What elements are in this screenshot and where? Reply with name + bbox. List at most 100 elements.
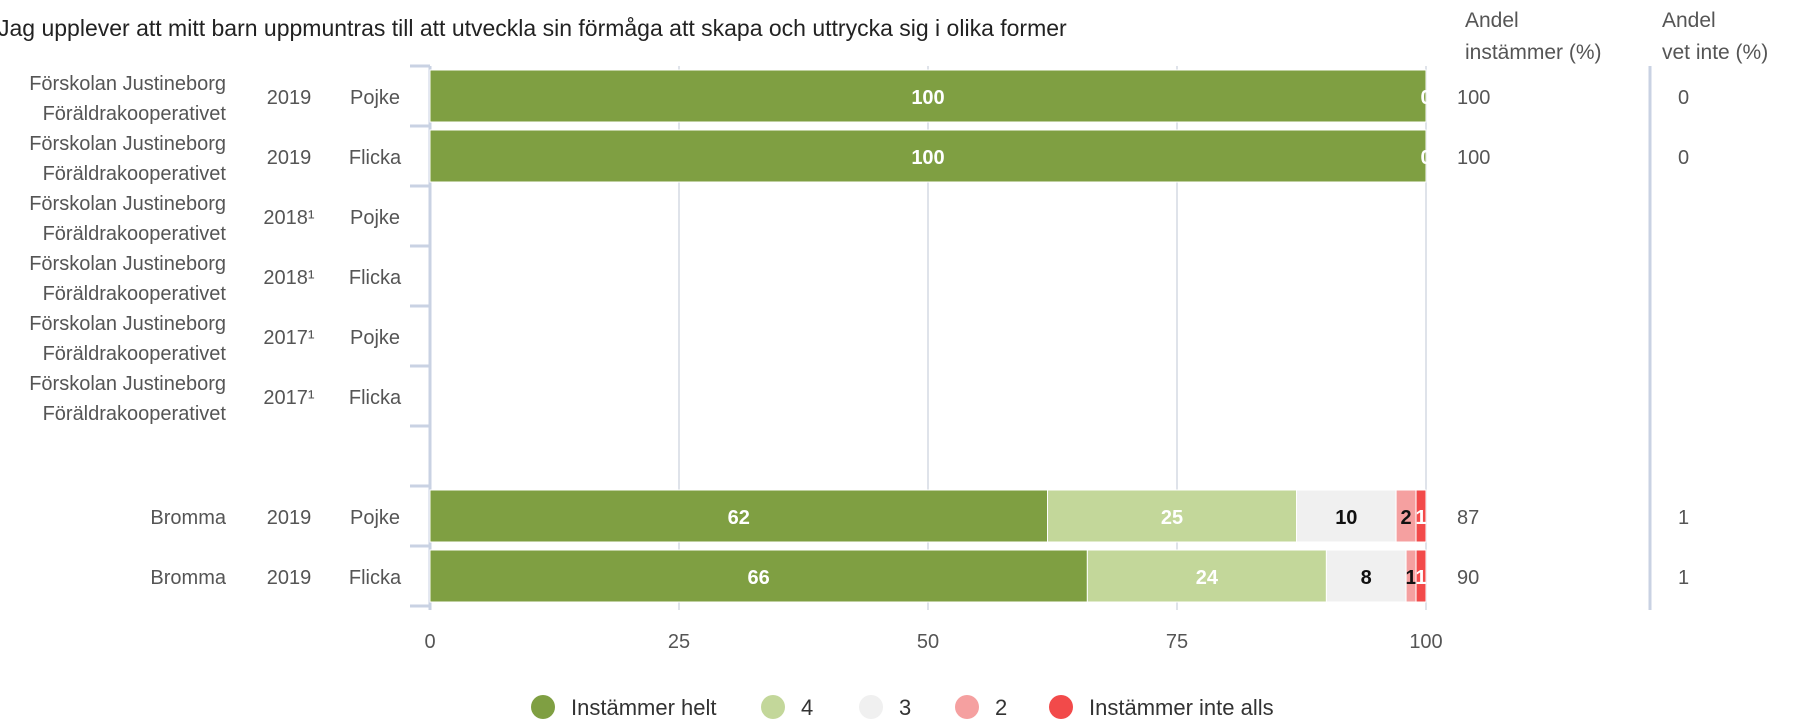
- bar-segment: [1296, 489, 1397, 543]
- legend-marker: [955, 695, 979, 719]
- legend-marker: [761, 695, 785, 719]
- legend-label: 4: [801, 695, 813, 719]
- row-year-label: 2017¹: [263, 327, 314, 349]
- andel-instammer-value: 87: [1457, 507, 1479, 529]
- column-headers: Andel instämmer (%) Andel vet inte (%): [1465, 9, 1768, 64]
- row-unit-label: Förskolan Justineborg: [29, 73, 226, 95]
- header-vet-inte-line1: Andel: [1662, 9, 1716, 32]
- legend: Instämmer helt 4 3 2 Instämmer inte alls: [531, 695, 1274, 719]
- row-unit-sublabel: Föräldrakooperativet: [43, 283, 227, 305]
- bar-value-label: 2: [1401, 507, 1412, 529]
- chart-row: Förskolan Justineborg Föräldrakooperative…: [29, 313, 400, 365]
- x-tick-label: 100: [1409, 631, 1442, 653]
- bar-segment: [429, 489, 1049, 543]
- bar-value-label: 0: [1420, 87, 1431, 109]
- header-instammer-line1: Andel: [1465, 9, 1519, 32]
- legend-label: Instämmer inte alls: [1089, 695, 1274, 719]
- row-unit-label: Förskolan Justineborg: [29, 133, 226, 155]
- bar-value-label: 24: [1196, 567, 1219, 589]
- legend-marker: [531, 695, 555, 719]
- row-unit-label: Förskolan Justineborg: [29, 253, 226, 275]
- bar-value-label: 100: [911, 147, 944, 169]
- row-year-label: 2019: [267, 147, 312, 169]
- legend-item: Instämmer inte alls: [1049, 695, 1274, 719]
- bar-value-label: 8: [1361, 567, 1372, 589]
- row-unit-sublabel: Föräldrakooperativet: [43, 343, 227, 365]
- bar-segment: [1415, 549, 1427, 603]
- row-year-label: 2019: [267, 567, 312, 589]
- chart-rows: Förskolan Justineborg Föräldrakooperative…: [29, 69, 1689, 603]
- chart-row: Förskolan Justineborg Föräldrakooperative…: [29, 193, 400, 245]
- legend-marker: [859, 695, 883, 719]
- chart-row: Bromma 2019 Flicka 66 24 8 11 90 1: [150, 549, 1689, 603]
- andel-instammer-value: 100: [1457, 87, 1490, 109]
- header-vet-inte-line2: vet inte (%): [1662, 41, 1768, 64]
- legend-item: 3: [859, 695, 911, 719]
- row-year-label: 2019: [267, 87, 312, 109]
- andel-vet-inte-value: 1: [1678, 507, 1689, 529]
- andel-instammer-value: 90: [1457, 567, 1479, 589]
- legend-item: 2: [955, 695, 1007, 719]
- andel-vet-inte-value: 1: [1678, 567, 1689, 589]
- row-year-label: 2019: [267, 507, 312, 529]
- bar-segment: [1325, 549, 1407, 603]
- row-year-label: 2018¹: [263, 207, 314, 229]
- row-unit-label: Förskolan Justineborg: [29, 193, 226, 215]
- bar-value-label: 100: [911, 87, 944, 109]
- legend-label: 3: [899, 695, 911, 719]
- bar-segment: [429, 69, 1427, 123]
- bar-segment: [1086, 549, 1327, 603]
- bar-segment: [1415, 489, 1427, 543]
- row-unit-sublabel: Föräldrakooperativet: [43, 223, 227, 245]
- andel-instammer-value: 100: [1457, 147, 1490, 169]
- row-year-label: 2017¹: [263, 387, 314, 409]
- row-year-label: 2018¹: [263, 267, 314, 289]
- bar-value-label: 1: [1415, 507, 1426, 529]
- chart-row: Förskolan Justineborg Föräldrakooperative…: [29, 253, 402, 305]
- bar-value-label: 66: [748, 567, 770, 589]
- row-unit-label: Bromma: [150, 507, 226, 529]
- x-tick-label: 25: [668, 631, 690, 653]
- bar-value-label: 1: [1405, 567, 1416, 589]
- bar-value-label: 25: [1161, 507, 1183, 529]
- row-unit-label: Förskolan Justineborg: [29, 373, 226, 395]
- bar-value-label: 0: [1420, 147, 1431, 169]
- x-tick-label: 75: [1166, 631, 1188, 653]
- chart-title: Jag upplever att mitt barn uppmuntras ti…: [0, 15, 1067, 41]
- bar-segment: [429, 129, 1427, 183]
- row-gender-label: Pojke: [350, 507, 400, 529]
- x-axis-ticks: 0 25 50 75 100: [424, 631, 1442, 653]
- row-unit-sublabel: Föräldrakooperativet: [43, 103, 227, 125]
- x-tick-label: 0: [424, 631, 435, 653]
- legend-item: 4: [761, 695, 813, 719]
- header-instammer-line2: instämmer (%): [1465, 41, 1602, 64]
- bar-segment: [1047, 489, 1298, 543]
- row-gender-label: Flicka: [349, 567, 402, 589]
- chart-row: Bromma 2019 Pojke 62 25 10 2 1 87 1: [150, 489, 1689, 543]
- legend-label: Instämmer helt: [571, 695, 717, 719]
- chart-row: Förskolan Justineborg Föräldrakooperative…: [29, 373, 402, 425]
- legend-marker: [1049, 695, 1073, 719]
- row-gender-label: Pojke: [350, 207, 400, 229]
- andel-vet-inte-value: 0: [1678, 147, 1689, 169]
- legend-label: 2: [995, 695, 1007, 719]
- row-gender-label: Flicka: [349, 267, 402, 289]
- bar-value-label: 1: [1415, 567, 1426, 589]
- andel-vet-inte-value: 0: [1678, 87, 1689, 109]
- row-gender-label: Pojke: [350, 87, 400, 109]
- x-tick-label: 50: [917, 631, 939, 653]
- row-unit-sublabel: Föräldrakooperativet: [43, 403, 227, 425]
- row-unit-label: Bromma: [150, 567, 226, 589]
- bar-value-label: 62: [728, 507, 750, 529]
- chart-row: Förskolan Justineborg Föräldrakooperative…: [29, 69, 1689, 125]
- row-gender-label: Pojke: [350, 327, 400, 349]
- row-unit-sublabel: Föräldrakooperativet: [43, 163, 227, 185]
- row-unit-label: Förskolan Justineborg: [29, 313, 226, 335]
- bar-value-label: 10: [1335, 507, 1357, 529]
- row-gender-label: Flicka: [349, 387, 402, 409]
- row-gender-label: Flicka: [349, 147, 402, 169]
- bar-segment: [429, 549, 1088, 603]
- chart-row: Förskolan Justineborg Föräldrakooperative…: [29, 129, 1689, 185]
- legend-item: Instämmer helt: [531, 695, 717, 719]
